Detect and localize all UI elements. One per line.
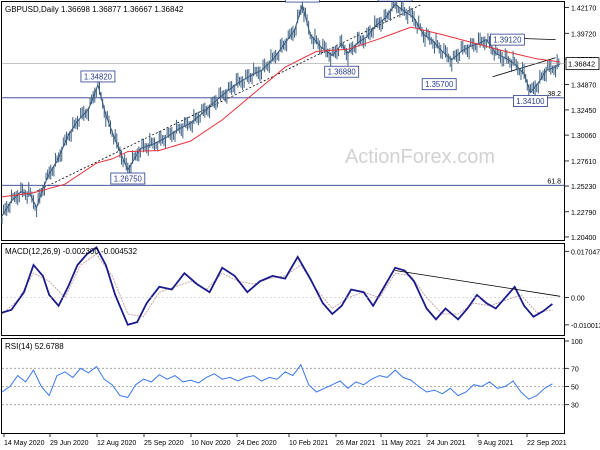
- price-tick-label: 1.34870: [571, 82, 596, 89]
- x-tick-label: 11 May 2021: [381, 440, 421, 447]
- annotation-box: [80, 70, 116, 83]
- annotation-box: [513, 95, 548, 107]
- rsi-line: [1, 363, 553, 400]
- price-header: GBPUSD,Daily 1.36698 1.36877 1.36667 1.3…: [5, 5, 184, 14]
- annotation-label: 1.26750: [114, 175, 143, 184]
- price-annotation: 1.34820: [80, 70, 116, 83]
- price-line: [1, 3, 561, 217]
- annotation-box: [421, 78, 457, 91]
- price-tick-label: 1.30060: [571, 133, 596, 140]
- annotation-label: 1.39120: [493, 36, 522, 45]
- last-price-label: 1.36842: [568, 60, 595, 69]
- price-tick-label: 1.20400: [571, 235, 596, 242]
- price-tick-label: 1.32450: [571, 108, 596, 115]
- annotation-box: [489, 33, 525, 46]
- fib-level-label: 61.8: [547, 178, 561, 185]
- price-annotation: 1.42400: [284, 0, 320, 3]
- macd-trendline: [395, 270, 561, 297]
- moving-average-line: [1, 26, 561, 198]
- annotation-label: 1.35700: [425, 80, 454, 89]
- x-tick-label: 25 Sep 2020: [144, 440, 184, 447]
- annotation-label: 1.34820: [84, 72, 113, 81]
- macd-tick-label: 0.017047: [571, 249, 600, 256]
- macd-layer: [1, 246, 565, 326]
- price-annotation: 1.39120: [489, 33, 525, 46]
- price-annotation: 1.36880: [324, 65, 360, 78]
- price-annotation: 1.35700: [421, 78, 457, 91]
- price-tick-label: 1.22790: [571, 210, 596, 217]
- x-tick-label: 26 Mar 2021: [336, 440, 375, 447]
- x-tick-label: 12 Aug 2020: [97, 440, 136, 447]
- axis-layer: 1.421701.397201.372701.348701.324501.300…: [3, 5, 600, 447]
- x-tick-label: 14 May 2020: [4, 440, 45, 447]
- x-tick-label: 10 Nov 2020: [191, 440, 231, 447]
- annotation-box: [284, 0, 320, 3]
- annotation-label: 1.36880: [328, 68, 357, 77]
- x-tick-label: 10 Feb 2021: [289, 440, 328, 447]
- annotation-box: [324, 65, 360, 78]
- x-tick-label: 29 Jun 2020: [50, 440, 89, 447]
- fib-level-label: 38.2: [547, 91, 561, 98]
- rsi-tick-label: 70: [571, 366, 579, 373]
- price-annotation: 1.26750: [110, 172, 146, 185]
- annotation-box: [377, 0, 413, 2]
- price-tick-label: 1.25230: [571, 184, 596, 191]
- x-tick-label: 22 Sep 2021: [527, 440, 567, 447]
- annotation-label: 1.42480: [381, 0, 410, 1]
- rsi-panel-frame: [1, 338, 565, 434]
- price-tick-label: 1.39720: [571, 31, 596, 38]
- last-price-box: [565, 57, 600, 71]
- rsi-tick-label: 50: [571, 385, 579, 392]
- rsi-tick-label: 100: [571, 339, 583, 346]
- annotation-box: [110, 172, 146, 185]
- x-tick-label: 24 Dec 2020: [237, 440, 277, 447]
- macd-header: MACD(12,26,9) -0.002300 -0.004532: [5, 247, 138, 256]
- price-layer: 38.2 61.8 1.42400 1.42480 1.39120 1.36880 1.35…: [1, 0, 565, 225]
- x-tick-label: 9 Aug 2021: [478, 440, 514, 447]
- rsi-layer: [1, 363, 565, 406]
- macd-panel-frame: [1, 243, 565, 336]
- x-tick-label: 24 Jun 2021: [427, 440, 466, 447]
- macd-line: [1, 246, 553, 326]
- annotation-label: 1.42400: [288, 0, 317, 2]
- macd-tick-label: 0.00: [571, 296, 585, 303]
- price-annotation: 1.34100: [513, 95, 548, 107]
- price-annotation: 1.42480: [377, 0, 413, 2]
- annotation-label: 1.34100: [516, 97, 545, 106]
- price-tick-label: 1.42170: [571, 5, 596, 12]
- price-tick-label: 1.27610: [571, 159, 596, 166]
- rsi-header: RSI(14) 52.6788: [5, 342, 64, 351]
- rsi-tick-label: 30: [571, 403, 579, 410]
- watermark: ActionForex.com: [345, 146, 495, 168]
- macd-tick-label: -0.010013: [571, 323, 600, 330]
